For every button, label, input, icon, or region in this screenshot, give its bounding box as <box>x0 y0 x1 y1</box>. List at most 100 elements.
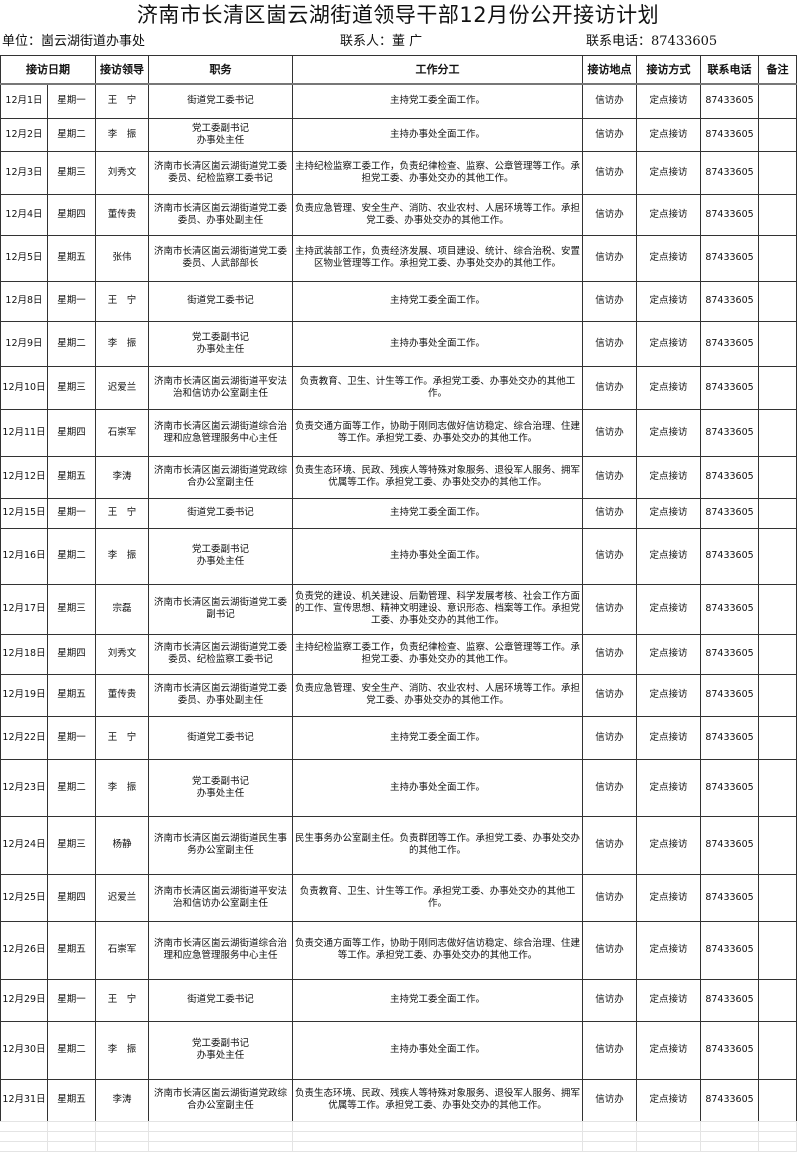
cell-leader: 迟爱兰 <box>95 365 149 410</box>
cell-remarks <box>758 873 797 922</box>
grid-line <box>47 1121 48 1152</box>
cell-date: 12月24日 <box>0 815 48 875</box>
cell-method: 定点接访 <box>636 583 701 635</box>
cell-remarks <box>758 280 797 322</box>
cell-location: 信访办 <box>582 365 637 410</box>
unit-label: 单位：崮云湖街道办事处 <box>2 34 146 49</box>
cell-weekday: 星期四 <box>47 873 96 922</box>
table-row: 12月18日 星期四 刘秀文 济南市长清区崮云湖街道党工委委员、纪检监察工委书记 主持纪… <box>0 633 797 675</box>
cell-leader: 董传贵 <box>95 193 149 236</box>
table-row: 12月9日 星期二李 振党工委副书记 办事处主任 主持办事处全面工作。 信访办 定点接访… <box>0 320 797 367</box>
cell-position: 街道党工委书记 <box>148 83 293 119</box>
cell-duties: 主持党工委全面工作。 <box>292 978 583 1022</box>
cell-duties: 主持党工委全面工作。 <box>292 497 583 529</box>
cell-duties: 主持武装部工作，负责经济发展、项目建设、统计、综合治税、安置区物业管理等工作。承… <box>292 234 583 282</box>
cell-remarks <box>758 1078 797 1122</box>
cell-date: 12月10日 <box>0 365 48 410</box>
cell-duties: 主持办事处全面工作。 <box>292 527 583 585</box>
table-row: 12月16日 星期二李 振党工委副书记 办事处主任 主持办事处全面工作。 信访办 定点接… <box>0 527 797 585</box>
cell-method: 定点接访 <box>636 815 701 875</box>
cell-remarks <box>758 633 797 675</box>
cell-weekday: 星期一 <box>47 83 96 119</box>
cell-position: 济南市长清区崮云湖街道党工委委员、人武部部长 <box>148 234 293 282</box>
cell-method: 定点接访 <box>636 527 701 585</box>
cell-location: 信访办 <box>582 117 637 152</box>
cell-remarks <box>758 408 797 457</box>
cell-position: 街道党工委书记 <box>148 715 293 760</box>
cell-date: 12月23日 <box>0 758 48 817</box>
table-row: 12月15日 星期一王 宁街道党工委书记 主持党工委全面工作。 信访办 定点接访 8743… <box>0 497 797 529</box>
cell-position: 济南市长清区崮云湖街道综合治理和应急管理服务中心主任 <box>148 408 293 457</box>
cell-duties: 民生事务办公室副主任。负责群团等工作。承担党工委、办事处交办的其他工作。 <box>292 815 583 875</box>
cell-date: 12月1日 <box>0 83 48 119</box>
cell-phone: 87433605 <box>700 715 759 760</box>
cell-duties: 主持办事处全面工作。 <box>292 117 583 152</box>
cell-location: 信访办 <box>582 497 637 529</box>
cell-weekday: 星期二 <box>47 527 96 585</box>
header-method: 接访方式 <box>636 55 701 85</box>
cell-remarks <box>758 117 797 152</box>
table-row: 12月1日 星期一王 宁街道党工委书记 主持党工委全面工作。 信访办 定点接访 87433… <box>0 83 797 119</box>
cell-weekday: 星期三 <box>47 583 96 635</box>
cell-weekday: 星期五 <box>47 920 96 980</box>
cell-phone: 87433605 <box>700 83 759 119</box>
cell-method: 定点接访 <box>636 117 701 152</box>
cell-phone: 87433605 <box>700 365 759 410</box>
cell-date: 12月25日 <box>0 873 48 922</box>
cell-leader: 宗磊 <box>95 583 149 635</box>
cell-method: 定点接访 <box>636 193 701 236</box>
cell-duties: 主持办事处全面工作。 <box>292 1020 583 1080</box>
cell-weekday: 星期五 <box>47 455 96 499</box>
cell-location: 信访办 <box>582 815 637 875</box>
cell-phone: 87433605 <box>700 150 759 195</box>
cell-leader: 李涛 <box>95 455 149 499</box>
cell-position: 党工委副书记 办事处主任 <box>148 758 293 817</box>
grid-line <box>582 1121 583 1152</box>
cell-remarks <box>758 150 797 195</box>
header-location: 接访地点 <box>582 55 637 85</box>
grid-line <box>95 1121 96 1152</box>
cell-weekday: 星期五 <box>47 673 96 717</box>
cell-location: 信访办 <box>582 1020 637 1080</box>
cell-remarks <box>758 815 797 875</box>
grid-line <box>796 1121 797 1152</box>
cell-duties: 主持纪检监察工委工作，负责纪律检查、监察、公章管理等工作。承担党工委、办事处交办… <box>292 150 583 195</box>
cell-weekday: 星期四 <box>47 408 96 457</box>
cell-position: 济南市长清区崮云湖街道平安法治和信访办公室副主任 <box>148 873 293 922</box>
cell-phone: 87433605 <box>700 1078 759 1122</box>
cell-method: 定点接访 <box>636 978 701 1022</box>
cell-duties: 主持党工委全面工作。 <box>292 280 583 322</box>
header-duties: 工作分工 <box>292 55 583 85</box>
cell-weekday: 星期四 <box>47 193 96 236</box>
schedule-table: 接访日期 接访领导 职务 工作分工 接访地点 接访方式 联系电话 备注 12月1… <box>0 55 797 1122</box>
cell-duties: 主持办事处全面工作。 <box>292 320 583 367</box>
cell-location: 信访办 <box>582 527 637 585</box>
cell-remarks <box>758 83 797 119</box>
cell-leader: 王 宁 <box>95 978 149 1022</box>
cell-method: 定点接访 <box>636 1020 701 1080</box>
cell-location: 信访办 <box>582 150 637 195</box>
cell-date: 12月31日 <box>0 1078 48 1122</box>
cell-location: 信访办 <box>582 320 637 367</box>
cell-weekday: 星期三 <box>47 365 96 410</box>
cell-position: 济南市长清区崮云湖街道党工委委员、纪检监察工委书记 <box>148 150 293 195</box>
cell-method: 定点接访 <box>636 280 701 322</box>
cell-duties: 负责应急管理、安全生产、消防、农业农村、人居环境等工作。承担党工委、办事处交办的… <box>292 193 583 236</box>
cell-position: 党工委副书记 办事处主任 <box>148 1020 293 1080</box>
cell-position: 党工委副书记 办事处主任 <box>148 117 293 152</box>
cell-phone: 87433605 <box>700 408 759 457</box>
cell-remarks <box>758 715 797 760</box>
cell-method: 定点接访 <box>636 455 701 499</box>
cell-duties: 主持纪检监察工委工作，负责纪律检查、监察、公章管理等工作。承担党工委、办事处交办… <box>292 633 583 675</box>
cell-remarks <box>758 320 797 367</box>
cell-leader: 董传贵 <box>95 673 149 717</box>
cell-position: 街道党工委书记 <box>148 280 293 322</box>
cell-date: 12月16日 <box>0 527 48 585</box>
cell-location: 信访办 <box>582 583 637 635</box>
cell-phone: 87433605 <box>700 280 759 322</box>
cell-leader: 王 宁 <box>95 83 149 119</box>
cell-phone: 87433605 <box>700 815 759 875</box>
cell-position: 街道党工委书记 <box>148 497 293 529</box>
cell-location: 信访办 <box>582 978 637 1022</box>
cell-remarks <box>758 920 797 980</box>
